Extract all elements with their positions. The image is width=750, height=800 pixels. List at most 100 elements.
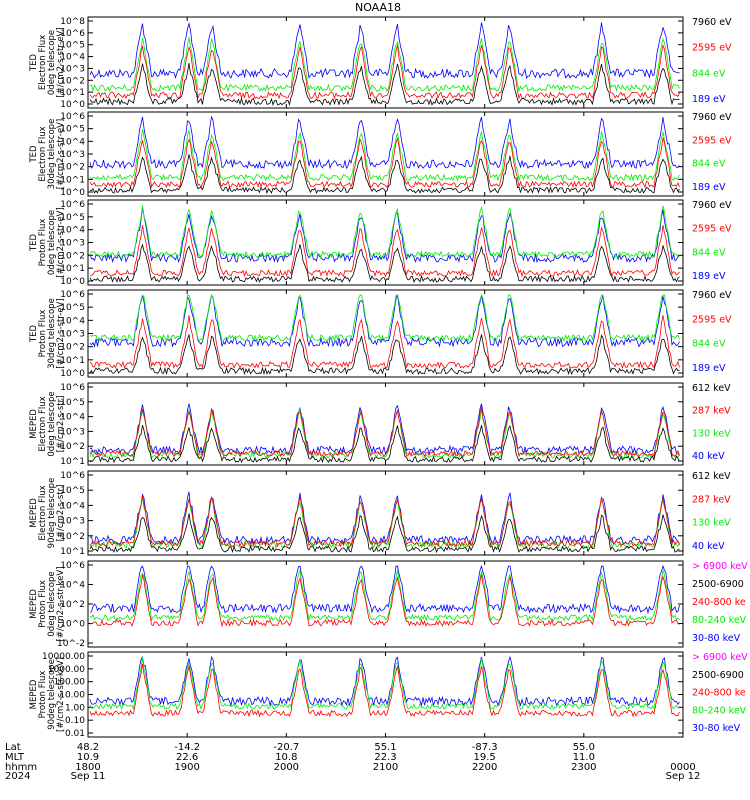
y-axis-label-line: Proton Flux <box>38 219 48 267</box>
legend-entry: 2500-6900 <box>692 670 744 681</box>
orbit-row-label: hhmm <box>5 762 37 773</box>
trace-red <box>89 574 680 628</box>
orbit-hhmm-value: 2200 <box>472 762 497 773</box>
y-axis-label: TEDElectron Flux30deg telescope[#/cm2-s-… <box>29 119 66 190</box>
y-axis-label-line: Electron Flux <box>38 35 48 90</box>
orbit-hhmm-value: 2000 <box>274 762 299 773</box>
y-tick-label: 10^-2 <box>57 639 85 649</box>
y-tick-label: 10^4 <box>60 137 85 147</box>
y-tick-label: 10^2 <box>60 600 85 610</box>
y-axis-label-line: Electron Flux <box>38 126 48 181</box>
y-tick-label: 10^1 <box>60 264 85 274</box>
trace-black <box>89 243 680 284</box>
y-axis-label-line: Proton Flux <box>38 310 48 358</box>
y-tick-label: 10^4 <box>60 316 85 326</box>
y-tick-label: 100.00 <box>54 678 86 688</box>
legend-entry: 30-80 keV <box>692 723 741 734</box>
y-tick-label: 10^1 <box>60 457 85 467</box>
y-axis-label-line: Electron Flux <box>38 396 48 451</box>
y-axis-label-line: Proton Flux <box>38 671 48 719</box>
y-tick-label: 10^5 <box>60 125 85 135</box>
orbit-lat-value: 55.0 <box>573 742 595 753</box>
y-tick-label: 10^6 <box>60 561 85 571</box>
trace-blue <box>89 403 680 456</box>
y-tick-label: 10^2 <box>60 442 85 452</box>
legend-entry: > 6900 keV <box>692 652 748 663</box>
legend-entry: > 6900 keV <box>692 561 748 572</box>
legend-entry: 844 eV <box>692 159 726 170</box>
y-tick-label: 10.00 <box>59 691 85 701</box>
y-tick-label: 10^0 <box>60 188 85 198</box>
y-axis-label-line: 30deg telescope <box>47 119 57 190</box>
y-tick-label: 10^1 <box>60 88 85 98</box>
y-axis-label: MEPEDProton Flux0deg telescope[#/cm2-s-s… <box>29 567 66 642</box>
trace-black <box>89 154 680 195</box>
y-axis-label-line: MEPED <box>29 409 39 439</box>
trace-black <box>89 62 680 107</box>
y-tick-label: 10^1 <box>60 547 85 557</box>
y-axis-label-line: TED <box>29 53 39 72</box>
legend-entry: 844 eV <box>692 247 726 258</box>
trace-green <box>89 129 680 182</box>
y-axis-label-line: [#/cm2-s-str-eV] <box>56 27 66 97</box>
orbit-mlt-value: 19.5 <box>474 752 496 763</box>
y-tick-label: 1.00 <box>65 703 85 713</box>
y-tick-label: 10^3 <box>60 150 85 160</box>
legend-entry: 40 keV <box>692 541 725 552</box>
y-axis-label: MEPEDElectron Flux90deg telescope[#/cm2-… <box>29 478 66 549</box>
y-tick-label: 10^1 <box>60 356 85 366</box>
y-tick-label: 10^3 <box>60 427 85 437</box>
panel-frame <box>87 651 684 738</box>
legend-entry: 612 keV <box>692 471 731 482</box>
y-axis-label-line: 90deg telescope <box>47 659 57 730</box>
y-tick-label: 10^4 <box>60 413 85 423</box>
trace-blue <box>89 564 680 615</box>
trace-black <box>89 513 680 554</box>
y-tick-label: 10^6 <box>60 290 85 300</box>
legend-entry: 2595 eV <box>692 224 732 235</box>
trace-green <box>89 205 680 259</box>
y-axis-label: TEDProton Flux0deg telescope[#/cm2-s-str… <box>29 207 66 277</box>
y-tick-label: 10^1 <box>60 175 85 185</box>
trace-green <box>89 569 680 622</box>
orbit-hhmm-value: 1800 <box>75 762 100 773</box>
y-axis-label-line: 30deg telescope <box>47 298 57 369</box>
trace-red <box>89 44 680 100</box>
panel-ted-e-0: 10^8 10^6 10^5 10^410^3 10^2 10^1 10^0 TEDElect… <box>29 16 732 110</box>
orbit-mlt-value: 10.8 <box>275 752 297 763</box>
legend-entry: 2595 eV <box>692 43 732 54</box>
legend-entry: 2500-6900 <box>692 579 744 590</box>
panel-ted-e-30: 10^610^510^410^310^210^110^0TEDElectron … <box>29 111 732 198</box>
trace-red <box>89 406 680 458</box>
panel-meped-p-90: 10000.001000.00100.0010.001.000.100.01ME… <box>29 651 748 739</box>
y-tick-label: 10^5 <box>60 486 85 496</box>
orbit-row-label: 2024 <box>5 771 30 782</box>
orbit-row-label: Lat <box>5 742 21 753</box>
trace-red <box>89 315 680 370</box>
y-tick-label: 10^2 <box>60 163 85 173</box>
orbit-hhmm-value: 0000 <box>670 762 695 773</box>
trace-red <box>89 495 680 548</box>
y-axis-label-line: 90deg telescope <box>47 478 57 549</box>
legend-entry: 7960 eV <box>692 290 732 301</box>
legend-entry: 7960 eV <box>692 112 732 123</box>
orbit-lat-value: -20.7 <box>273 742 299 753</box>
orbit-mlt-value: 22.6 <box>176 752 198 763</box>
legend-entry: 844 eV <box>692 339 726 350</box>
y-axis-label-line: MEPED <box>29 498 39 528</box>
y-tick-label: 10^0 <box>60 369 85 379</box>
legend-entry: 130 keV <box>692 428 731 439</box>
panel-frame <box>87 199 684 286</box>
legend-entry: 189 eV <box>692 182 726 193</box>
y-axis-label-line: [#/cm2-s-str-keV] <box>56 567 66 642</box>
orbit-hhmm-value: 1900 <box>174 762 199 773</box>
legend-entry: 7960 eV <box>692 200 732 211</box>
y-axis-label-line: [#/cm2-s-str] <box>56 485 66 542</box>
legend-entry: 80-240 keV <box>692 615 747 626</box>
